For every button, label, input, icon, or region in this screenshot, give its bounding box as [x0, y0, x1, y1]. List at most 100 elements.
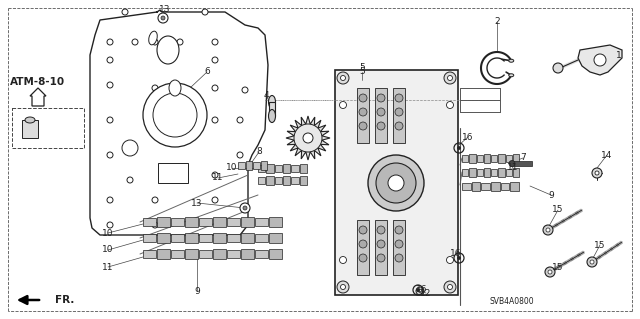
Circle shape: [243, 206, 247, 210]
Text: 12: 12: [420, 288, 432, 298]
Text: 9: 9: [548, 190, 554, 199]
Circle shape: [376, 163, 416, 203]
Text: 11: 11: [212, 174, 224, 182]
Bar: [266, 176, 274, 185]
Circle shape: [152, 85, 158, 91]
Bar: [477, 155, 483, 162]
Circle shape: [127, 177, 133, 183]
Bar: [393, 220, 405, 275]
Bar: [185, 249, 198, 259]
Text: 16: 16: [416, 285, 428, 293]
Bar: [266, 164, 274, 173]
Circle shape: [543, 225, 553, 235]
Circle shape: [545, 267, 555, 277]
Polygon shape: [30, 88, 46, 106]
Bar: [255, 250, 268, 258]
Bar: [12, 108, 84, 148]
Circle shape: [107, 82, 113, 88]
Circle shape: [107, 117, 113, 123]
Text: SVB4A0800: SVB4A0800: [490, 298, 534, 307]
Bar: [171, 234, 184, 242]
Circle shape: [377, 108, 385, 116]
Circle shape: [339, 101, 346, 108]
Bar: [246, 161, 252, 170]
Ellipse shape: [269, 109, 275, 122]
Bar: [472, 182, 481, 191]
Bar: [171, 250, 184, 258]
Bar: [213, 249, 226, 259]
Text: 4: 4: [263, 92, 269, 100]
Bar: [462, 155, 468, 162]
Text: 11: 11: [102, 263, 114, 271]
Circle shape: [395, 122, 403, 130]
Circle shape: [107, 197, 113, 203]
Bar: [481, 183, 490, 190]
Circle shape: [592, 168, 602, 178]
Circle shape: [447, 101, 454, 108]
Circle shape: [237, 117, 243, 123]
Bar: [275, 165, 282, 172]
Bar: [227, 234, 240, 242]
Bar: [462, 169, 468, 176]
Circle shape: [107, 39, 113, 45]
Bar: [375, 220, 387, 275]
Circle shape: [395, 226, 403, 234]
Ellipse shape: [25, 119, 35, 137]
Text: 5: 5: [359, 68, 365, 77]
Circle shape: [294, 124, 322, 152]
Bar: [260, 161, 267, 170]
Bar: [300, 176, 307, 185]
Bar: [258, 177, 266, 184]
Bar: [157, 233, 170, 243]
Bar: [185, 217, 198, 227]
Circle shape: [212, 197, 218, 203]
Polygon shape: [286, 116, 330, 160]
Bar: [199, 250, 212, 258]
Bar: [238, 162, 244, 169]
Bar: [510, 182, 519, 191]
Bar: [462, 183, 470, 190]
Bar: [241, 233, 254, 243]
Circle shape: [444, 281, 456, 293]
Bar: [241, 249, 254, 259]
Circle shape: [340, 76, 346, 80]
Bar: [158, 163, 188, 183]
Bar: [143, 234, 156, 242]
Text: 15: 15: [552, 263, 564, 272]
Circle shape: [107, 152, 113, 158]
Circle shape: [152, 39, 158, 45]
Bar: [291, 165, 299, 172]
Bar: [269, 217, 282, 227]
Bar: [255, 218, 268, 226]
Bar: [22, 120, 38, 138]
Bar: [506, 155, 512, 162]
Circle shape: [240, 203, 250, 213]
Ellipse shape: [25, 117, 35, 123]
Circle shape: [553, 63, 563, 73]
Circle shape: [359, 122, 367, 130]
Bar: [283, 176, 291, 185]
Ellipse shape: [269, 95, 275, 108]
Bar: [241, 217, 254, 227]
Circle shape: [548, 270, 552, 274]
Bar: [269, 249, 282, 259]
Bar: [171, 218, 184, 226]
Text: 2: 2: [494, 18, 500, 26]
Bar: [491, 182, 500, 191]
Circle shape: [242, 87, 248, 93]
Circle shape: [546, 228, 550, 232]
Text: 15: 15: [552, 205, 564, 214]
Circle shape: [161, 16, 165, 20]
Circle shape: [377, 122, 385, 130]
Bar: [253, 162, 259, 169]
Text: 1: 1: [616, 50, 622, 60]
Bar: [357, 88, 369, 143]
Ellipse shape: [509, 74, 514, 77]
Circle shape: [122, 140, 138, 156]
Circle shape: [212, 117, 218, 123]
Circle shape: [377, 254, 385, 262]
Bar: [500, 183, 509, 190]
Circle shape: [339, 256, 346, 263]
Bar: [484, 154, 490, 163]
Text: 14: 14: [602, 151, 612, 160]
